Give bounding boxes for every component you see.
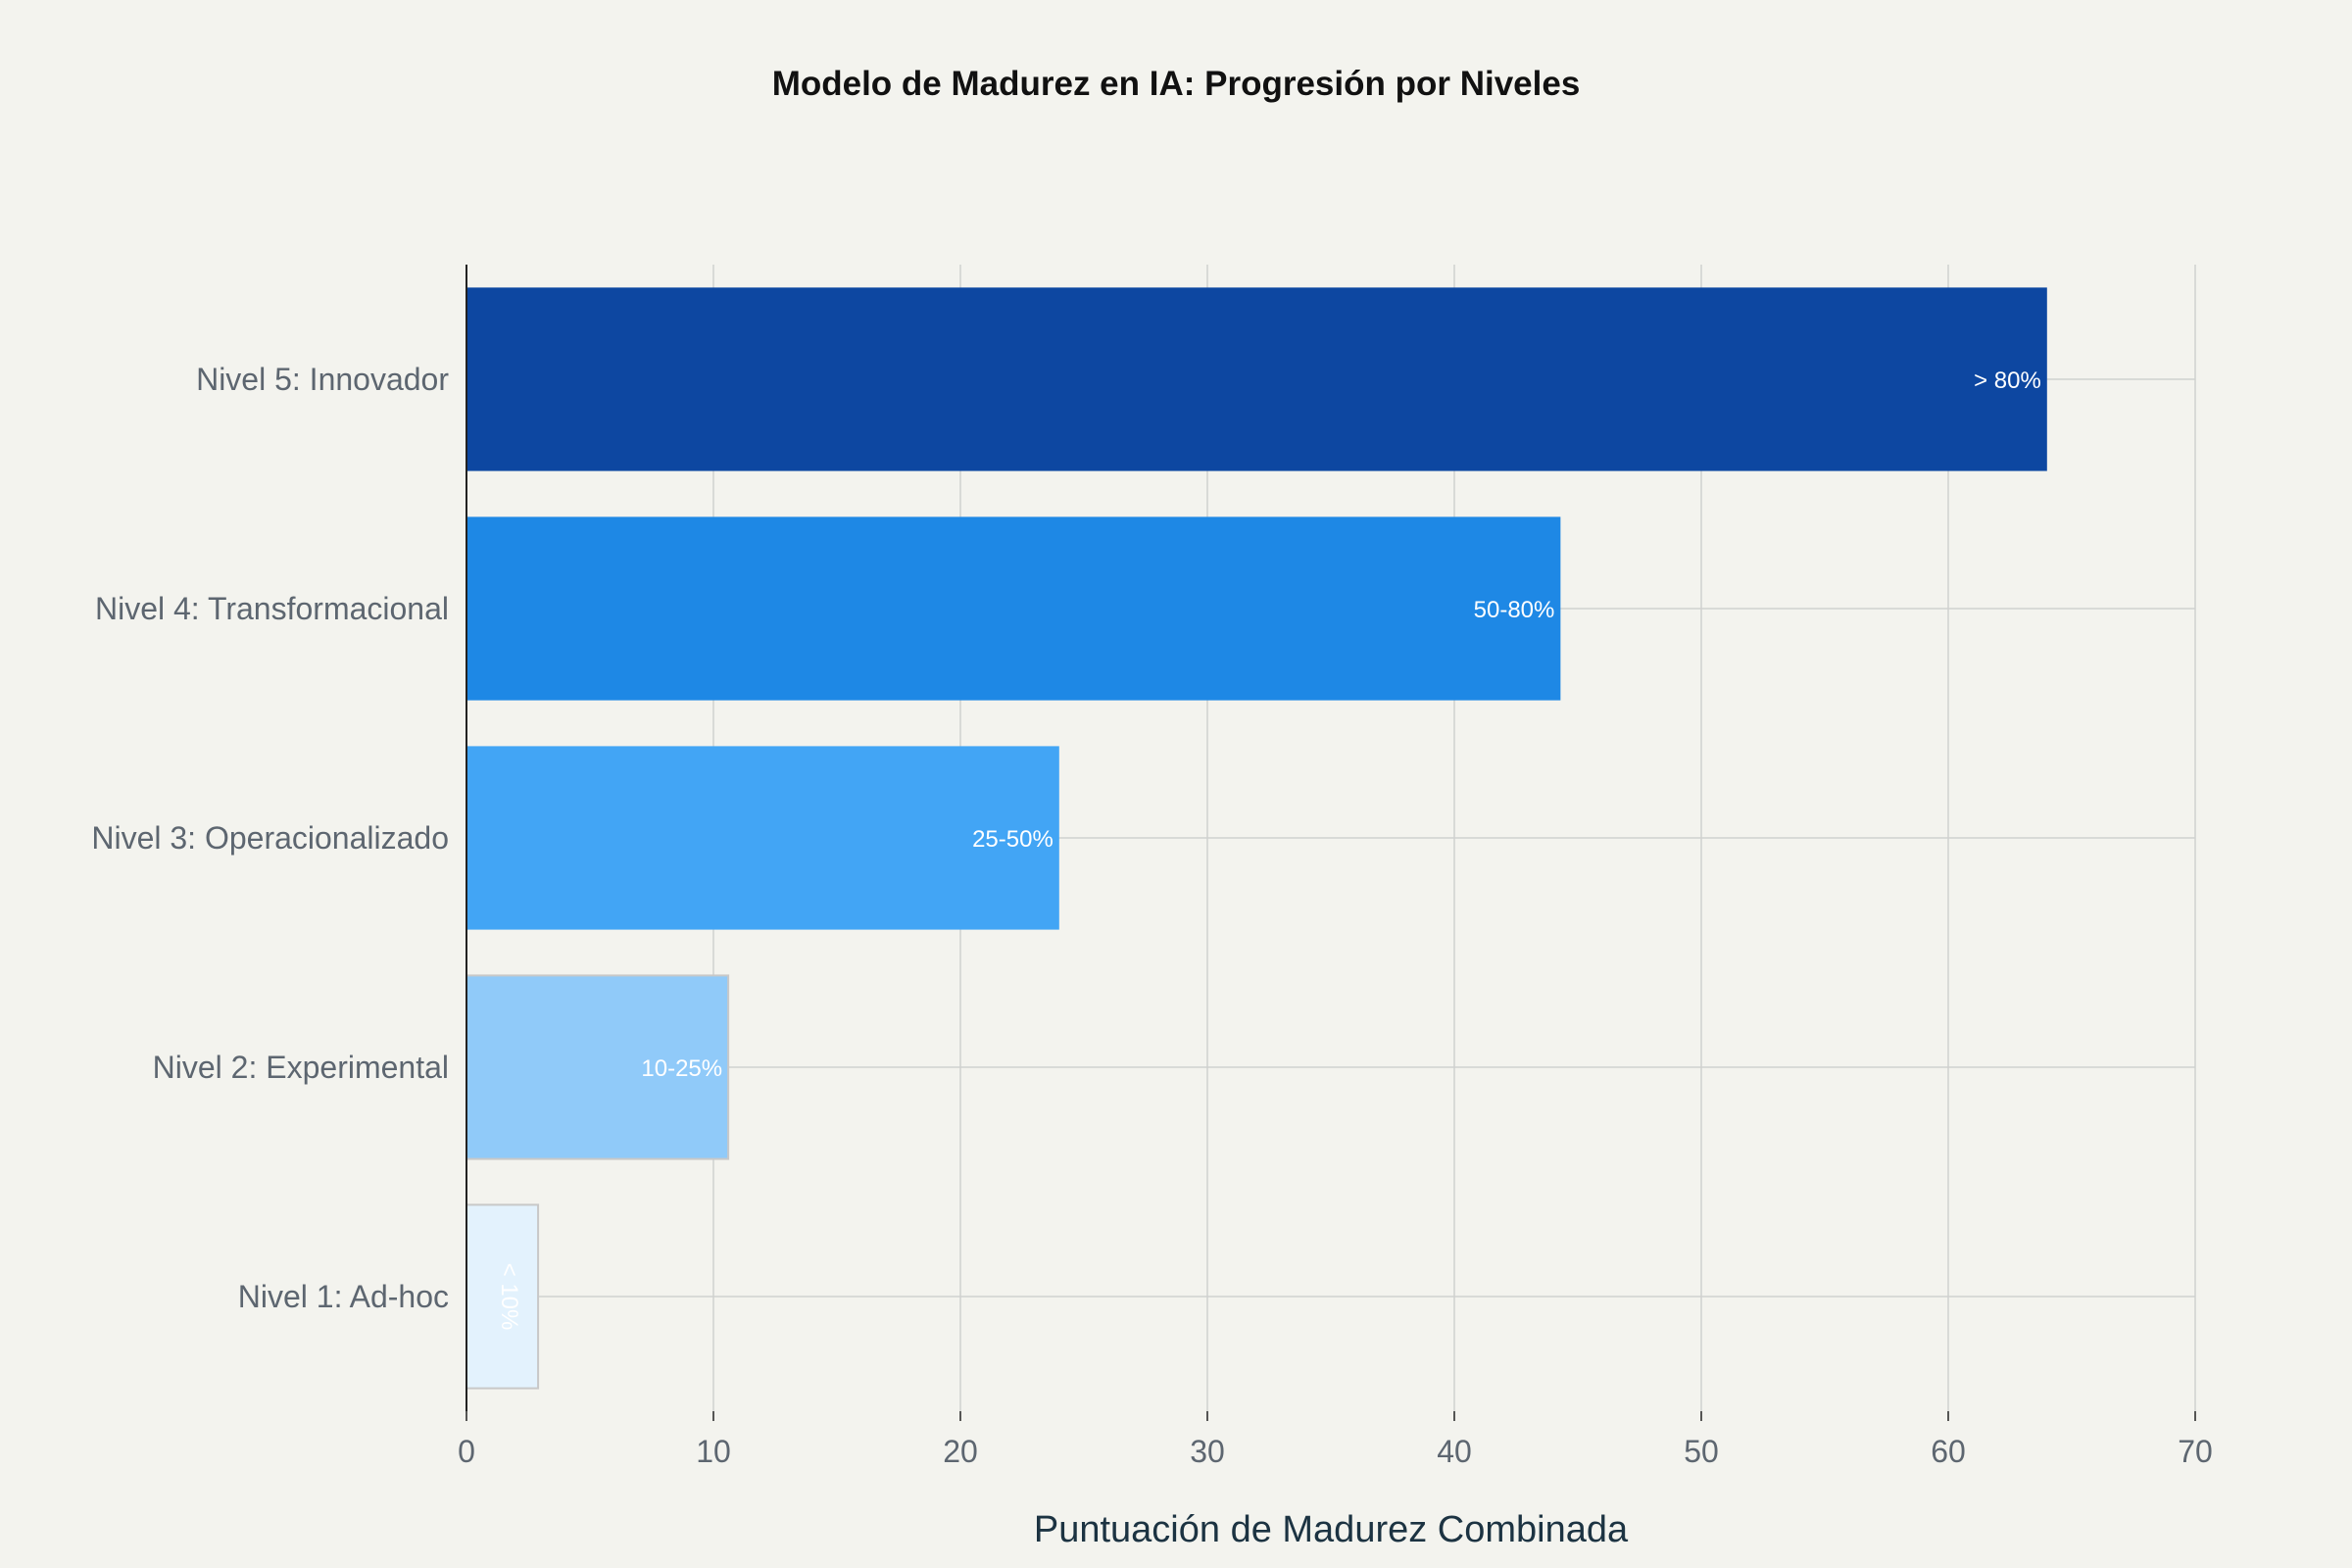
x-tick-label: 10 [696, 1434, 731, 1469]
y-category-label: Nivel 3: Operacionalizado [91, 820, 449, 856]
bar-data-label: < 10% [496, 1263, 522, 1331]
bar [466, 516, 1561, 701]
x-tick-label: 50 [1684, 1434, 1719, 1469]
y-category-label: Nivel 5: Innovador [196, 362, 449, 397]
bar-data-label: 10-25% [641, 1055, 722, 1082]
y-axis-labels: Nivel 5: Innovador Nivel 4: Transformacio… [91, 362, 449, 1314]
x-axis-title: Puntuación de Madurez Combinada [1034, 1509, 1629, 1550]
bar-data-label: 25-50% [972, 826, 1054, 853]
x-tick-label: 0 [458, 1434, 475, 1469]
bar [466, 287, 2047, 471]
bar [466, 746, 1059, 930]
chart-title: Modelo de Madurez en IA: Progresión por … [772, 65, 1581, 103]
x-tick-label: 40 [1437, 1434, 1472, 1469]
bar [466, 974, 730, 1160]
x-tick-label: 70 [2178, 1434, 2213, 1469]
y-category-label: Nivel 4: Transformacional [95, 591, 449, 626]
bars-group: > 80% 50-80% 25-50% 10-25% < 10% [466, 287, 2047, 1390]
y-category-label: Nivel 2: Experimental [153, 1050, 449, 1085]
y-category-label: Nivel 1: Ad-hoc [238, 1279, 449, 1314]
x-tick-label: 60 [1931, 1434, 1966, 1469]
x-tick-label: 20 [943, 1434, 978, 1469]
bar [466, 1203, 540, 1390]
x-axis-ticks: 0 10 20 30 40 50 60 70 [458, 1434, 2213, 1469]
bar-data-label: > 80% [1974, 368, 2041, 394]
bar-data-label: 50-80% [1474, 597, 1555, 623]
x-tick-label: 30 [1190, 1434, 1225, 1469]
